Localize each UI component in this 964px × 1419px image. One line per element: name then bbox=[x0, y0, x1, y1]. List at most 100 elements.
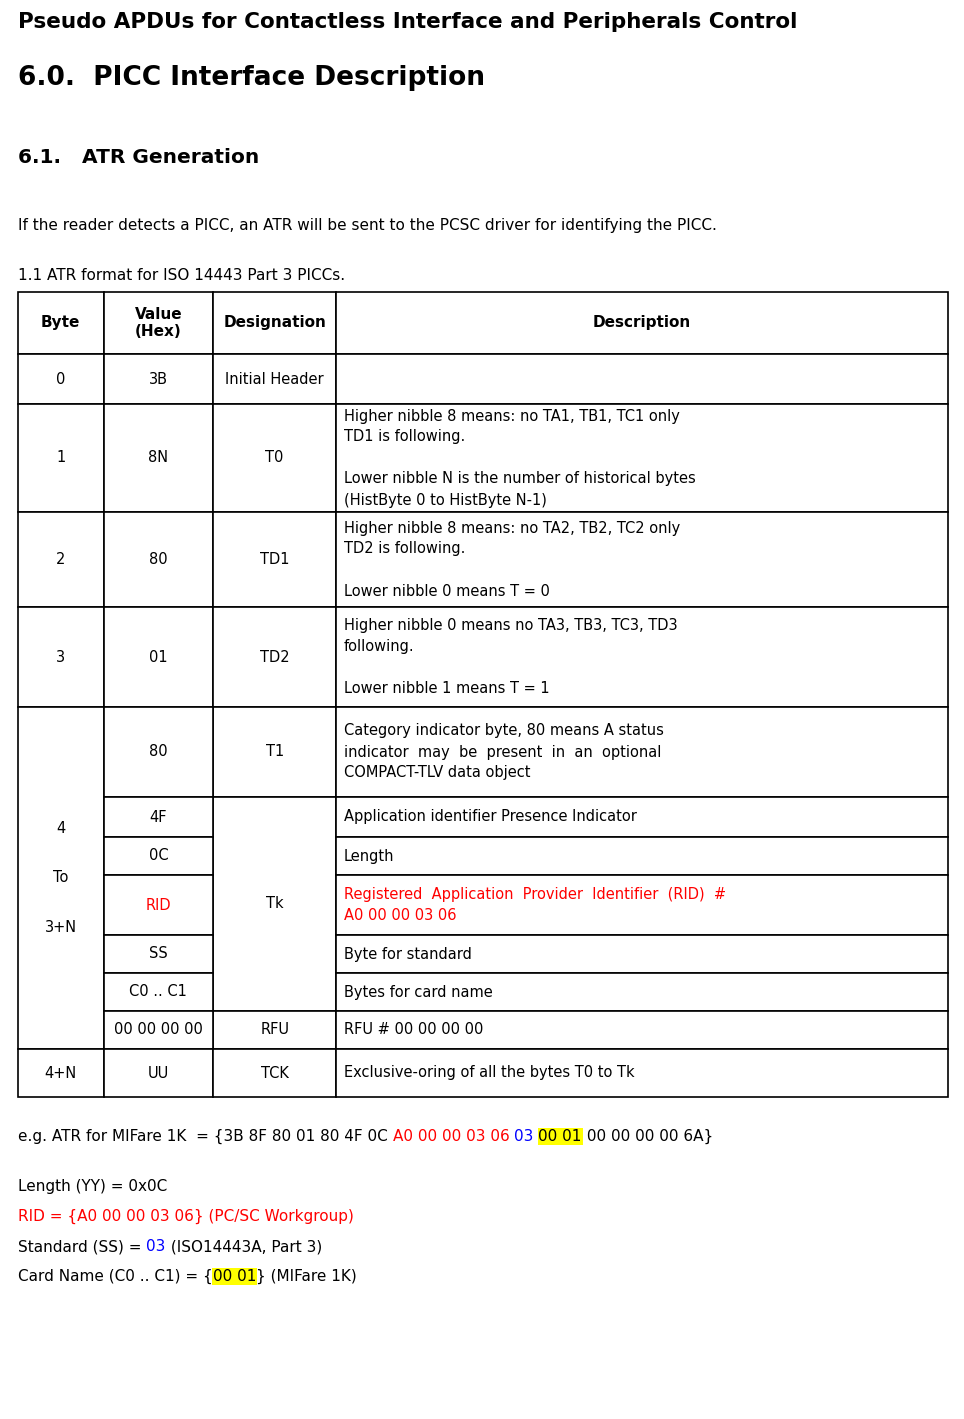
Bar bbox=[103, 973, 213, 1010]
Bar bbox=[336, 512, 948, 607]
Bar bbox=[213, 797, 336, 1010]
Text: Exclusive-oring of all the bytes T0 to Tk: Exclusive-oring of all the bytes T0 to T… bbox=[344, 1066, 634, 1080]
Text: 1: 1 bbox=[56, 450, 66, 465]
Text: RFU: RFU bbox=[260, 1023, 289, 1037]
Bar bbox=[103, 797, 213, 837]
Text: 00 00 00 00 6A}: 00 00 00 00 6A} bbox=[582, 1130, 713, 1144]
Text: Registered  Application  Provider  Identifier  (RID)  #
A0 00 00 03 06: Registered Application Provider Identifi… bbox=[344, 887, 726, 922]
Bar bbox=[336, 876, 948, 935]
Bar bbox=[213, 292, 336, 353]
Text: Byte for standard: Byte for standard bbox=[344, 946, 472, 962]
Text: Higher nibble 0 means no TA3, TB3, TC3, TD3
following.

Lower nibble 1 means T =: Higher nibble 0 means no TA3, TB3, TC3, … bbox=[344, 619, 678, 695]
Bar bbox=[18, 292, 103, 353]
Text: 0C: 0C bbox=[148, 849, 169, 864]
Text: 6.0.  PICC Interface Description: 6.0. PICC Interface Description bbox=[18, 65, 485, 91]
Text: 00 01: 00 01 bbox=[213, 1269, 256, 1284]
Text: 00 01: 00 01 bbox=[539, 1130, 582, 1144]
Bar bbox=[103, 353, 213, 404]
Text: TCK: TCK bbox=[260, 1066, 288, 1080]
Bar bbox=[103, 512, 213, 607]
Bar bbox=[103, 404, 213, 512]
Text: T0: T0 bbox=[265, 450, 283, 465]
Bar bbox=[103, 1049, 213, 1097]
Text: 01: 01 bbox=[149, 650, 168, 664]
Bar bbox=[103, 876, 213, 935]
Bar bbox=[18, 607, 103, 707]
Bar bbox=[336, 404, 948, 512]
Text: TD1: TD1 bbox=[260, 552, 289, 568]
Text: 4+N: 4+N bbox=[44, 1066, 77, 1080]
Text: T1: T1 bbox=[265, 745, 283, 759]
Text: TD2: TD2 bbox=[260, 650, 289, 664]
Text: RFU # 00 00 00 00: RFU # 00 00 00 00 bbox=[344, 1023, 483, 1037]
Text: 03: 03 bbox=[514, 1130, 534, 1144]
Bar bbox=[336, 607, 948, 707]
Bar bbox=[336, 353, 948, 404]
Bar bbox=[18, 1049, 103, 1097]
Text: Higher nibble 8 means: no TA1, TB1, TC1 only
TD1 is following.

Lower nibble N i: Higher nibble 8 means: no TA1, TB1, TC1 … bbox=[344, 409, 696, 508]
Text: 3B: 3B bbox=[148, 372, 168, 386]
Text: Standard (SS) =: Standard (SS) = bbox=[18, 1239, 147, 1254]
Text: If the reader detects a PICC, an ATR will be sent to the PCSC driver for identif: If the reader detects a PICC, an ATR wil… bbox=[18, 219, 717, 233]
Bar bbox=[213, 512, 336, 607]
Bar bbox=[336, 837, 948, 876]
Text: 03: 03 bbox=[147, 1239, 166, 1254]
Text: Bytes for card name: Bytes for card name bbox=[344, 985, 493, 999]
Text: 1.1 ATR format for ISO 14443 Part 3 PICCs.: 1.1 ATR format for ISO 14443 Part 3 PICC… bbox=[18, 268, 345, 282]
Bar bbox=[213, 607, 336, 707]
Text: Pseudo APDUs for Contactless Interface and Peripherals Control: Pseudo APDUs for Contactless Interface a… bbox=[18, 11, 797, 33]
Text: 3: 3 bbox=[56, 650, 66, 664]
Bar bbox=[103, 837, 213, 876]
Text: RID = {A0 00 00 03 06} (PC/SC Workgroup): RID = {A0 00 00 03 06} (PC/SC Workgroup) bbox=[18, 1209, 354, 1225]
Bar bbox=[18, 404, 103, 512]
Text: (ISO14443A, Part 3): (ISO14443A, Part 3) bbox=[166, 1239, 322, 1254]
Text: 4F: 4F bbox=[149, 809, 167, 824]
Bar bbox=[18, 512, 103, 607]
Text: } (MIFare 1K): } (MIFare 1K) bbox=[256, 1269, 357, 1284]
Text: 00 00 00 00: 00 00 00 00 bbox=[114, 1023, 202, 1037]
Bar bbox=[213, 707, 336, 797]
Text: RID: RID bbox=[146, 897, 172, 912]
Text: 80: 80 bbox=[149, 552, 168, 568]
Bar bbox=[213, 1010, 336, 1049]
Bar bbox=[336, 797, 948, 837]
Bar bbox=[213, 404, 336, 512]
Text: Tk: Tk bbox=[266, 897, 283, 911]
Text: Initial Header: Initial Header bbox=[226, 372, 324, 386]
Bar bbox=[336, 935, 948, 973]
Text: Length: Length bbox=[344, 849, 394, 864]
Text: Higher nibble 8 means: no TA2, TB2, TC2 only
TD2 is following.

Lower nibble 0 m: Higher nibble 8 means: no TA2, TB2, TC2 … bbox=[344, 521, 681, 599]
Text: 6.1.   ATR Generation: 6.1. ATR Generation bbox=[18, 148, 259, 167]
Text: SS: SS bbox=[149, 946, 168, 962]
Text: 0: 0 bbox=[56, 372, 66, 386]
Bar bbox=[18, 353, 103, 404]
Text: A0 00 00 03 06: A0 00 00 03 06 bbox=[392, 1130, 514, 1144]
Text: Length (YY) = 0x0C: Length (YY) = 0x0C bbox=[18, 1179, 167, 1193]
Text: C0 .. C1: C0 .. C1 bbox=[129, 985, 187, 999]
Bar bbox=[103, 707, 213, 797]
Bar bbox=[213, 353, 336, 404]
Bar bbox=[336, 1010, 948, 1049]
Text: Category indicator byte, 80 means A status
indicator  may  be  present  in  an  : Category indicator byte, 80 means A stat… bbox=[344, 724, 664, 780]
Bar bbox=[103, 1010, 213, 1049]
Text: e.g. ATR for MIFare 1K  = {3B 8F 80 01 80 4F 0C: e.g. ATR for MIFare 1K = {3B 8F 80 01 80… bbox=[18, 1130, 392, 1144]
Text: 2: 2 bbox=[56, 552, 66, 568]
Bar bbox=[103, 607, 213, 707]
Text: 4

To

3+N: 4 To 3+N bbox=[44, 822, 77, 935]
Bar bbox=[18, 707, 103, 1049]
Text: Application identifier Presence Indicator: Application identifier Presence Indicato… bbox=[344, 809, 637, 824]
Bar bbox=[103, 935, 213, 973]
Text: Byte: Byte bbox=[41, 315, 80, 331]
Text: Description: Description bbox=[593, 315, 691, 331]
Text: UU: UU bbox=[147, 1066, 169, 1080]
Text: Value
(Hex): Value (Hex) bbox=[135, 307, 182, 339]
Bar bbox=[336, 1049, 948, 1097]
Bar bbox=[336, 707, 948, 797]
Text: 80: 80 bbox=[149, 745, 168, 759]
Bar bbox=[103, 292, 213, 353]
Bar bbox=[336, 973, 948, 1010]
Text: Card Name (C0 .. C1) = {: Card Name (C0 .. C1) = { bbox=[18, 1269, 213, 1284]
Bar bbox=[213, 1049, 336, 1097]
Bar bbox=[336, 292, 948, 353]
Text: Designation: Designation bbox=[224, 315, 326, 331]
